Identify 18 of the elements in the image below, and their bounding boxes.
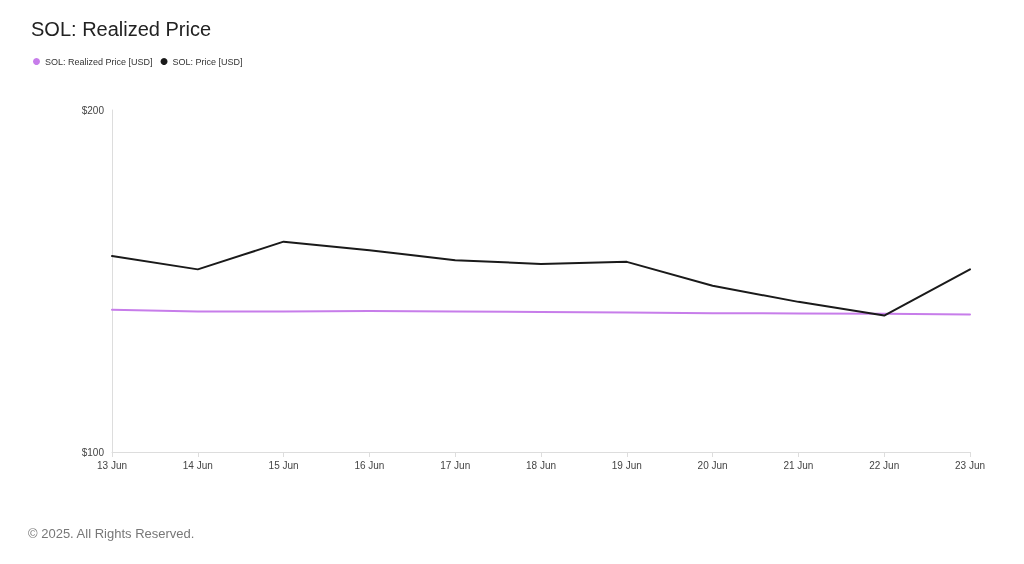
line-series [111,240,971,317]
x-tick-label: 19 Jun [611,459,642,471]
x-tick-label: 17 Jun [440,459,471,471]
chart-title: SOL: Realized Price [31,18,212,40]
legend-label: SOL: Realized Price [USD] [45,56,153,67]
x-tick-label: 23 Jun [954,459,986,471]
x-tick-label: 18 Jun [525,459,557,471]
x-tick-label: 16 Jun [354,459,385,471]
y-tick-label: $200 [81,104,105,116]
text: © 2025. All Rights Reserved. [28,526,195,541]
y-tick-label: $100 [81,446,105,458]
x-tick-label: 22 Jun [869,459,900,471]
x-tick-label: 13 Jun [96,459,128,471]
legend-label: SOL: Price [USD] [172,56,243,67]
x-tick-label: 14 Jun [182,459,213,471]
x-tick-label: 20 Jun [697,459,728,471]
x-tick-label: 15 Jun [268,459,299,471]
x-tick-label: 21 Jun [783,459,814,471]
